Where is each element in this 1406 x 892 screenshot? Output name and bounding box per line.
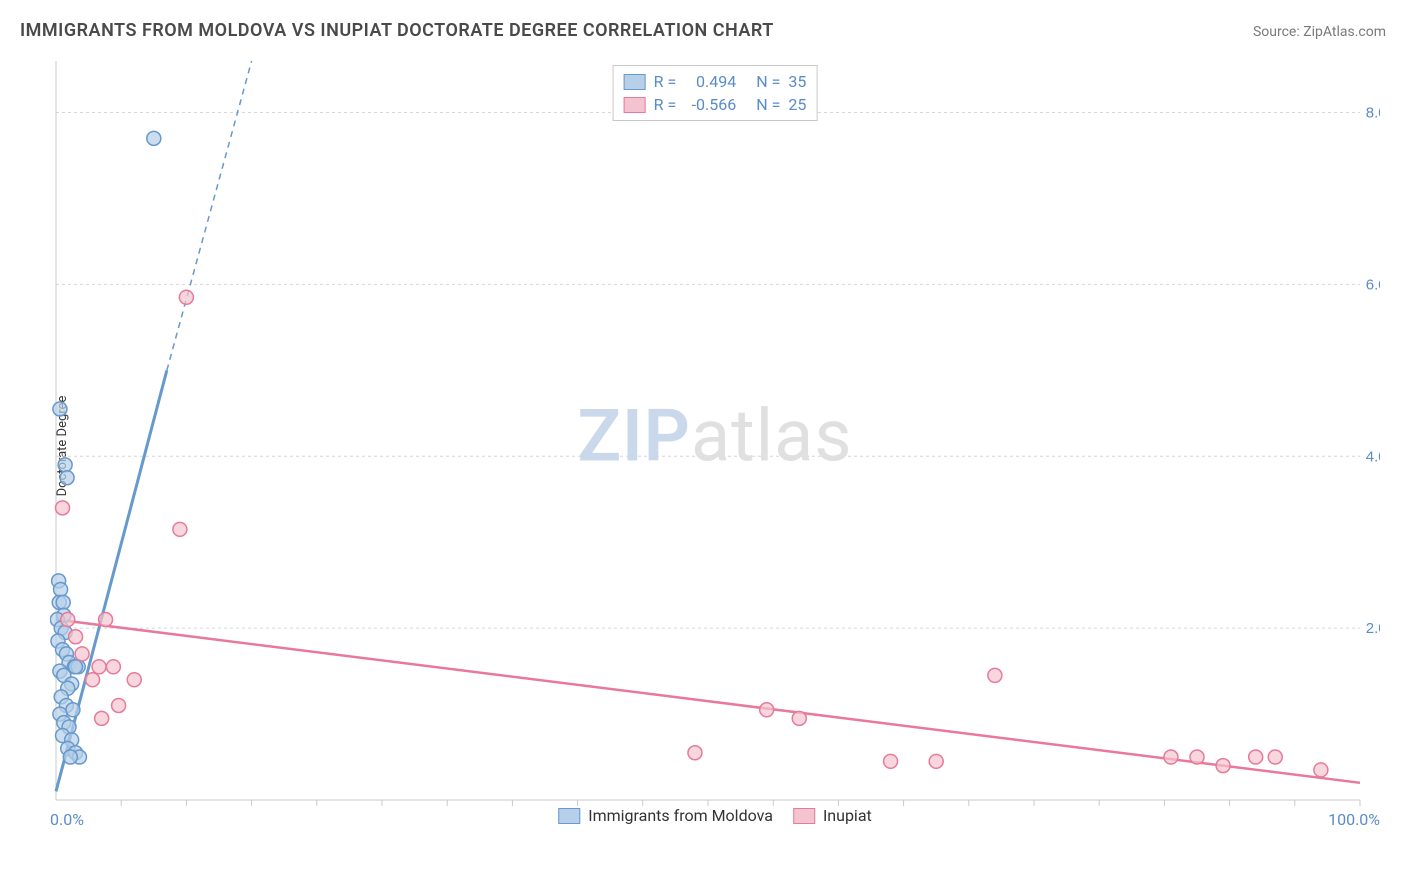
source-attribution: Source: ZipAtlas.com	[1253, 24, 1386, 40]
chart-title: IMMIGRANTS FROM MOLDOVA VS INUPIAT DOCTO…	[20, 20, 774, 41]
square-icon	[558, 808, 580, 824]
square-icon	[793, 808, 815, 824]
square-icon	[624, 74, 646, 90]
legend-item-inupiat: Inupiat	[793, 806, 872, 825]
svg-text:2.0%: 2.0%	[1366, 620, 1380, 637]
x-axis-min-label: 0.0%	[50, 810, 84, 829]
svg-text:4.0%: 4.0%	[1366, 448, 1380, 465]
square-icon	[624, 97, 646, 113]
svg-text:8.0%: 8.0%	[1366, 105, 1380, 122]
scatter-chart: 2.0%4.0%6.0%8.0% ZIPatlas R = 0.494 N = …	[50, 55, 1380, 825]
chart-svg: 2.0% 4.0% 6.0% 8.0%	[50, 55, 1380, 825]
x-axis-max-label: 100.0%	[1328, 810, 1380, 829]
legend-item-moldova: Immigrants from Moldova	[558, 806, 773, 825]
legend-series: Immigrants from Moldova Inupiat	[558, 806, 872, 825]
legend-row-inupiat: R = -0.566 N = 25	[624, 93, 807, 116]
svg-text:6.0%: 6.0%	[1366, 276, 1380, 293]
legend-correlation: R = 0.494 N = 35 R = -0.566 N = 25	[613, 65, 818, 121]
legend-row-moldova: R = 0.494 N = 35	[624, 70, 807, 93]
